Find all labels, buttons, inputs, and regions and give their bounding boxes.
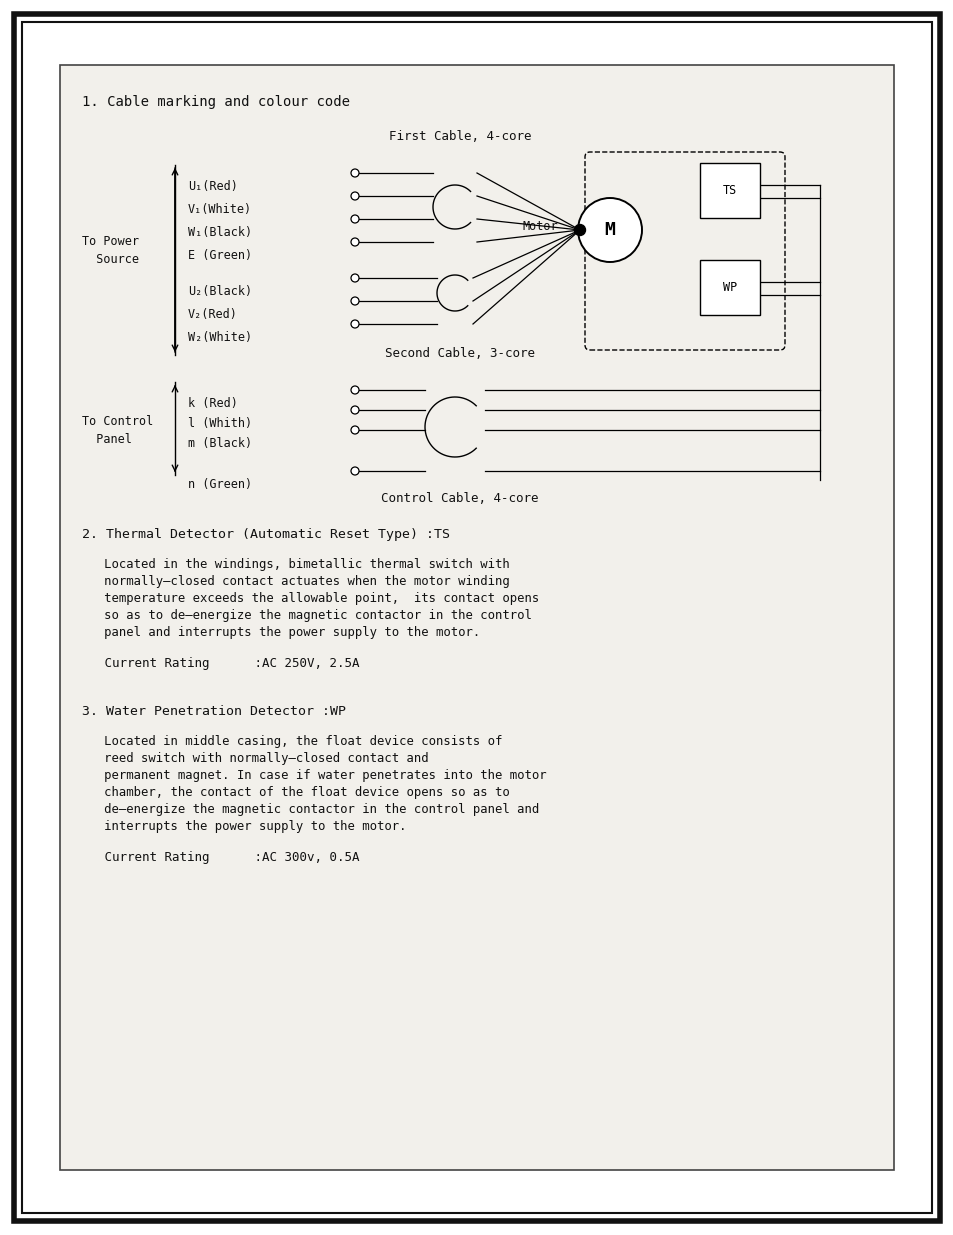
Text: Located in the windings, bimetallic thermal switch with: Located in the windings, bimetallic ther… — [82, 558, 509, 571]
Text: de—energize the magnetic contactor in the control panel and: de—energize the magnetic contactor in th… — [82, 803, 538, 816]
Text: First Cable, 4-core: First Cable, 4-core — [388, 130, 531, 143]
Text: Located in middle casing, the float device consists of: Located in middle casing, the float devi… — [82, 735, 502, 748]
Text: U₁(Red): U₁(Red) — [188, 180, 237, 193]
Text: E (Green): E (Green) — [188, 249, 252, 262]
Circle shape — [351, 467, 358, 475]
Circle shape — [351, 191, 358, 200]
Text: To Power: To Power — [82, 235, 139, 248]
Text: l (Whith): l (Whith) — [188, 417, 252, 430]
Text: reed switch with normally—closed contact and: reed switch with normally—closed contact… — [82, 752, 428, 764]
Text: permanent magnet. In case if water penetrates into the motor: permanent magnet. In case if water penet… — [82, 769, 546, 782]
Text: WP: WP — [722, 282, 737, 294]
Bar — [60, 65, 893, 1170]
Circle shape — [351, 238, 358, 246]
Text: Motor: Motor — [522, 220, 558, 233]
Text: V₂(Red): V₂(Red) — [188, 308, 237, 321]
Text: 1. Cable marking and colour code: 1. Cable marking and colour code — [82, 95, 350, 109]
Text: k (Red): k (Red) — [188, 396, 237, 410]
Text: normally—closed contact actuates when the motor winding: normally—closed contact actuates when th… — [82, 576, 509, 588]
Text: panel and interrupts the power supply to the motor.: panel and interrupts the power supply to… — [82, 626, 479, 638]
Text: W₂(White): W₂(White) — [188, 331, 252, 345]
Text: TS: TS — [722, 184, 737, 198]
Circle shape — [351, 296, 358, 305]
Circle shape — [574, 225, 585, 236]
Text: n (Green): n (Green) — [188, 478, 252, 492]
Text: so as to de—energize the magnetic contactor in the control: so as to de—energize the magnetic contac… — [82, 609, 532, 622]
Text: temperature exceeds the allowable point,  its contact opens: temperature exceeds the allowable point,… — [82, 592, 538, 605]
Circle shape — [578, 198, 641, 262]
Text: interrupts the power supply to the motor.: interrupts the power supply to the motor… — [82, 820, 406, 832]
Circle shape — [351, 387, 358, 394]
Circle shape — [351, 406, 358, 414]
Text: Second Cable, 3-core: Second Cable, 3-core — [385, 347, 535, 359]
Bar — [700, 261, 760, 315]
Circle shape — [351, 426, 358, 433]
Text: W₁(Black): W₁(Black) — [188, 226, 252, 240]
Text: Current Rating      :AC 300v, 0.5A: Current Rating :AC 300v, 0.5A — [82, 851, 359, 864]
Text: Source: Source — [82, 253, 139, 266]
Text: U₂(Black): U₂(Black) — [188, 285, 252, 298]
Bar — [700, 163, 760, 219]
Circle shape — [351, 320, 358, 329]
Text: Panel: Panel — [82, 433, 132, 446]
Text: 2. Thermal Detector (Automatic Reset Type) :TS: 2. Thermal Detector (Automatic Reset Typ… — [82, 529, 450, 541]
Text: To Control: To Control — [82, 415, 153, 429]
Text: 3. Water Penetration Detector :WP: 3. Water Penetration Detector :WP — [82, 705, 346, 718]
Text: chamber, the contact of the float device opens so as to: chamber, the contact of the float device… — [82, 785, 509, 799]
Text: Current Rating      :AC 250V, 2.5A: Current Rating :AC 250V, 2.5A — [82, 657, 359, 671]
Circle shape — [351, 169, 358, 177]
Text: V₁(White): V₁(White) — [188, 203, 252, 216]
Text: M: M — [604, 221, 615, 240]
Text: m (Black): m (Black) — [188, 437, 252, 450]
Circle shape — [351, 274, 358, 282]
Text: Control Cable, 4-core: Control Cable, 4-core — [381, 492, 538, 505]
Circle shape — [351, 215, 358, 224]
